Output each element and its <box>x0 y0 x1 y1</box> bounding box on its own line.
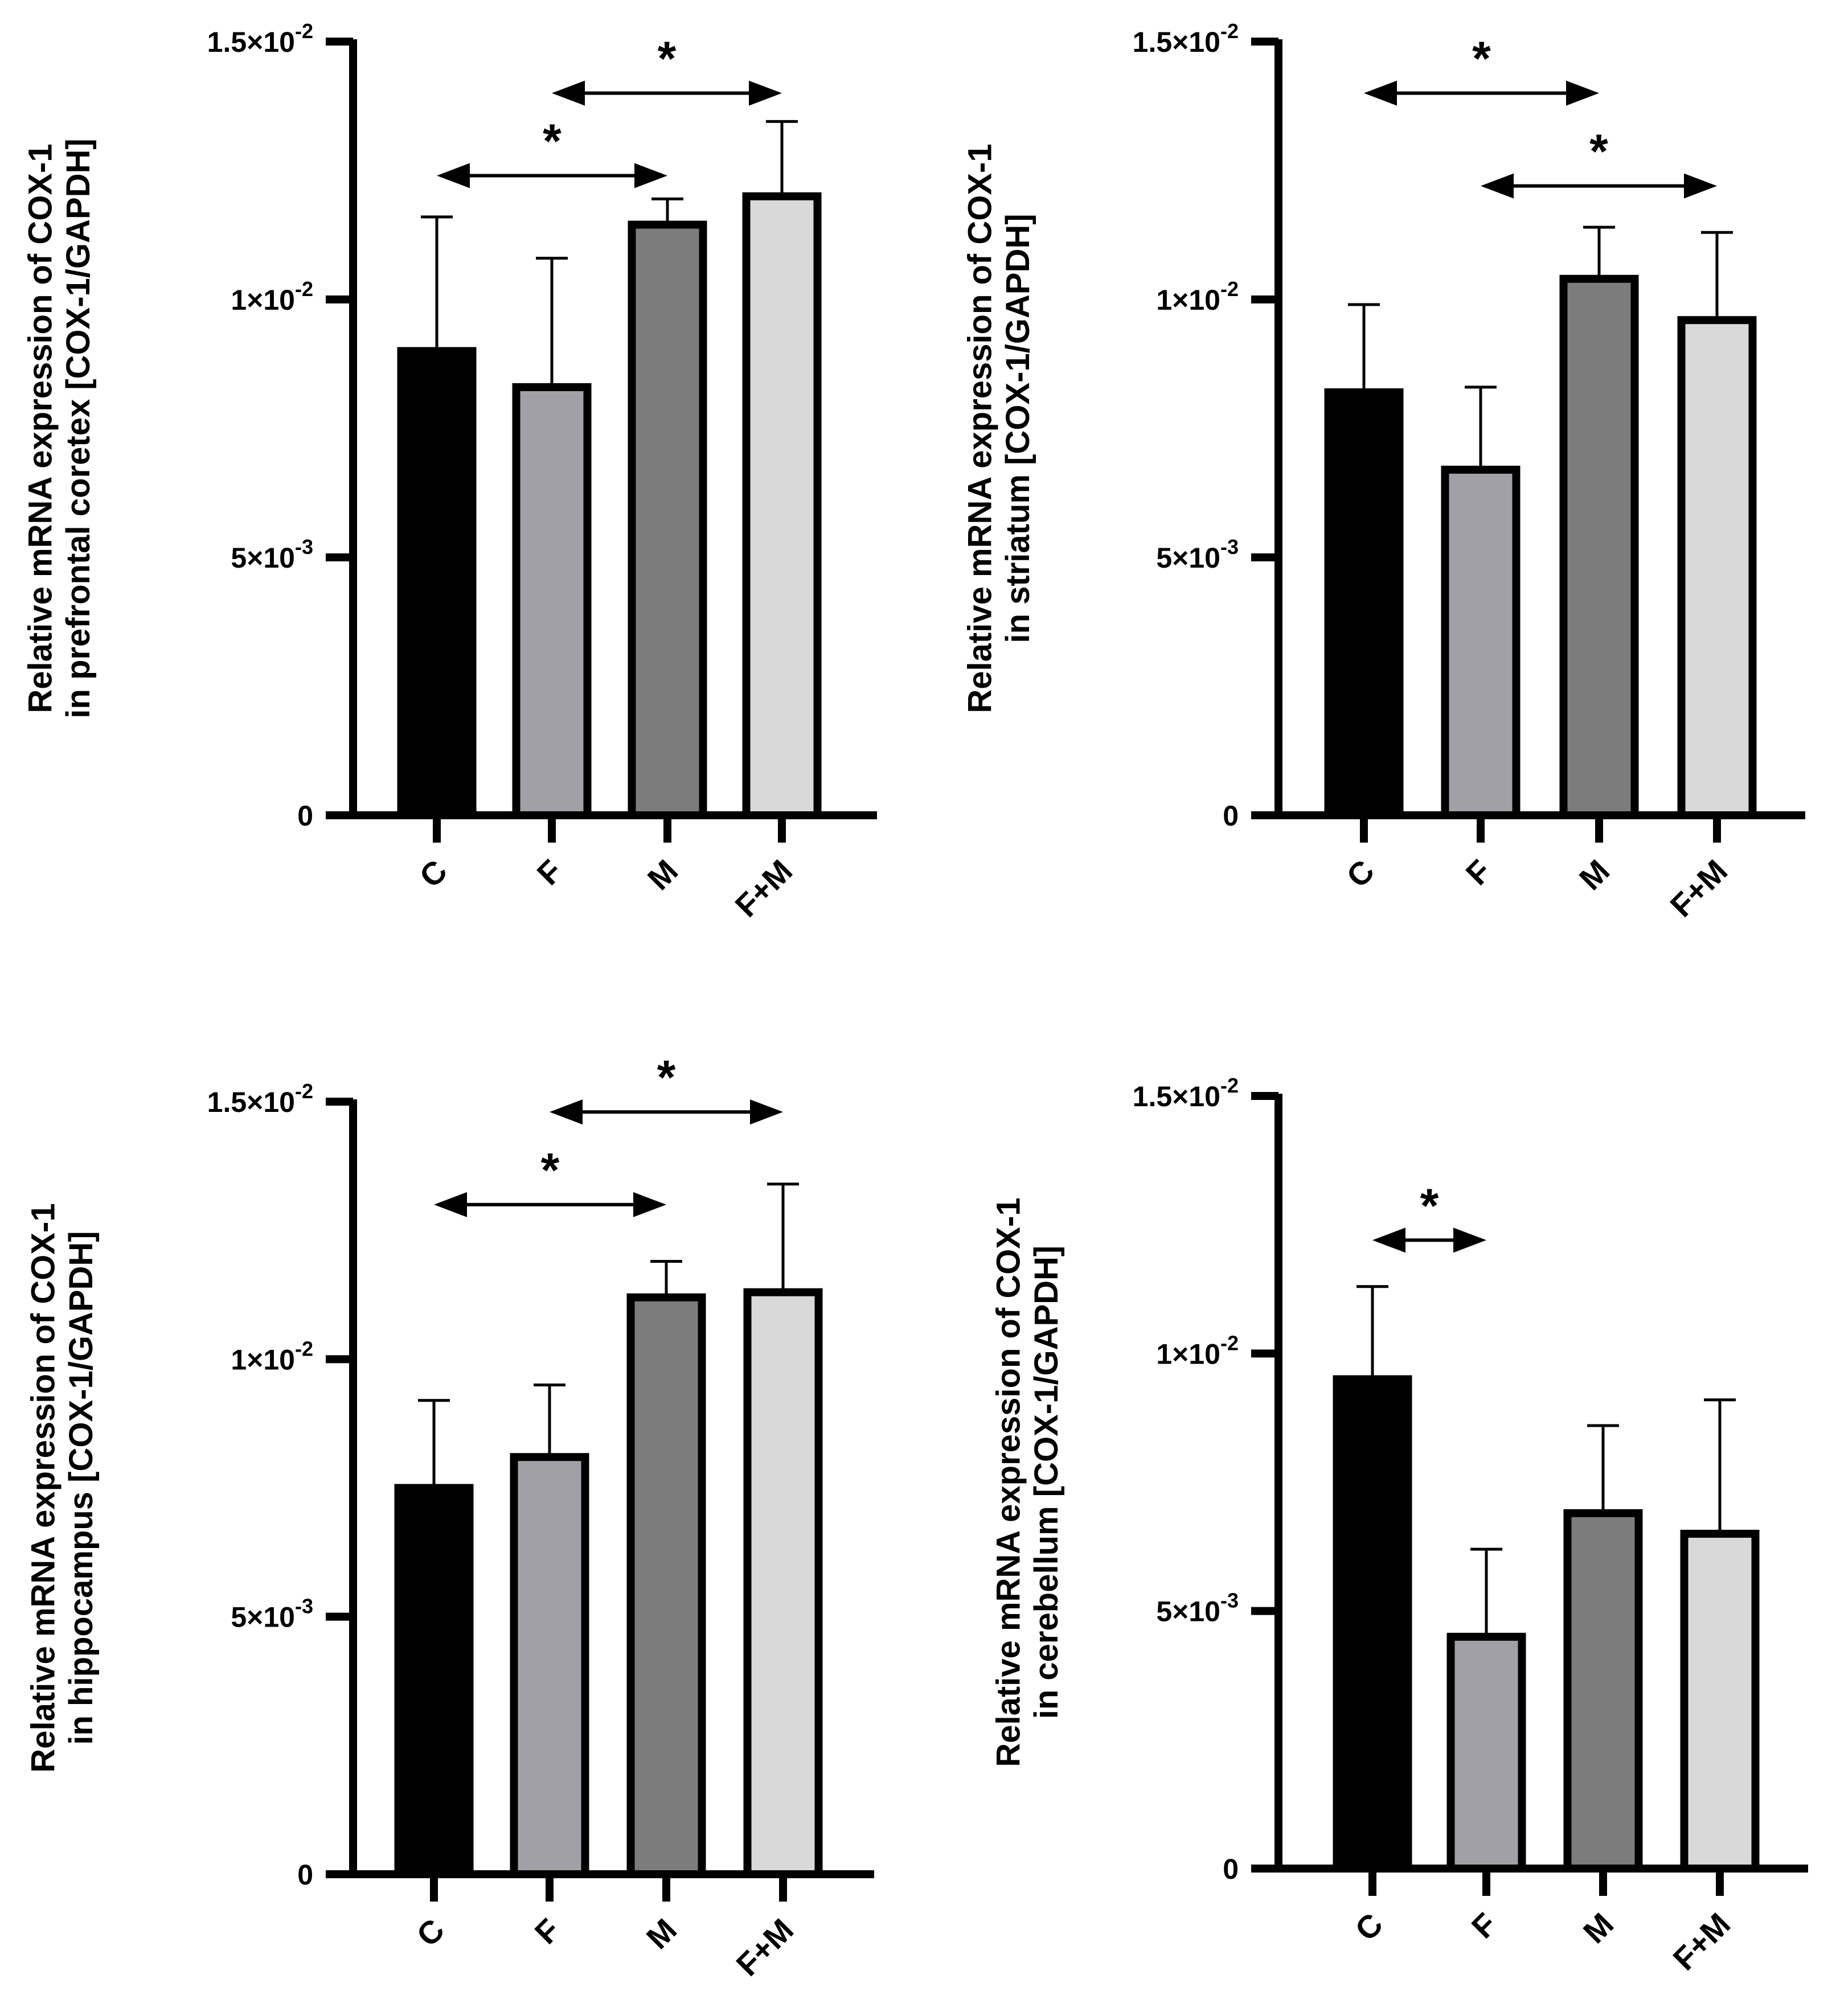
bar-f <box>512 383 592 819</box>
y-tick-label: 0 <box>1223 1853 1239 1885</box>
y-axis-label: Relative mRNA expression of COX-1in hipp… <box>24 1203 100 1772</box>
significance-bracket: * <box>1372 1179 1486 1253</box>
y-tick-label: 1.5×10-2 <box>207 19 313 58</box>
bar-f <box>1446 1632 1526 1873</box>
y-axis-label-line2: in cerebellum [COX-1/GAPDH] <box>1028 1246 1065 1719</box>
significance-star: * <box>1472 32 1491 85</box>
bar-f <box>1441 465 1521 819</box>
significance-star: * <box>658 32 677 85</box>
bar-m <box>628 220 707 819</box>
bar-c <box>1324 388 1404 819</box>
y-tick-label: 1×10-2 <box>231 1337 313 1376</box>
x-tick-label: F+M <box>1666 1906 1737 1977</box>
y-axis-label-line1: Relative mRNA expression of COX-1 <box>24 1203 62 1772</box>
x-tick-label: M <box>641 853 685 897</box>
x-tick-label: M <box>640 1912 684 1956</box>
x-tick-label: M <box>1576 1906 1621 1951</box>
bar-f-plus-m <box>1677 316 1757 819</box>
significance-bracket: * <box>1481 125 1717 199</box>
y-tick-label: 5×10-3 <box>1156 535 1239 574</box>
significance-star: * <box>657 1050 676 1104</box>
significance-bracket: * <box>1364 32 1599 106</box>
y-tick-label: 1.5×10-2 <box>1133 1074 1239 1112</box>
x-tick-label: F <box>1459 853 1498 892</box>
x-tick-label: F <box>1465 1906 1504 1945</box>
y-axis-label-line2: in prefrontal coretex [COX-1/GAPDH] <box>60 138 97 718</box>
y-tick-label: 5×10-3 <box>231 1595 313 1633</box>
y-tick-label: 1×10-2 <box>1156 1331 1239 1370</box>
significance-star: * <box>1420 1179 1439 1232</box>
y-axis-label-line1: Relative mRNA expression of COX-1 <box>990 1197 1027 1767</box>
significance-star: * <box>1589 125 1608 178</box>
arrow-head-left <box>1481 173 1514 199</box>
arrow-head-right <box>1453 1227 1486 1253</box>
significance-star: * <box>541 1143 560 1197</box>
x-tick-label: C <box>1348 1906 1390 1948</box>
y-axis-label-line1: Relative mRNA expression of COX-1 <box>961 143 998 713</box>
significance-bracket: * <box>550 1050 783 1125</box>
panel-prefrontal-cortex: Relative mRNA expression of COX-1in pref… <box>22 19 877 924</box>
bar-c <box>1333 1375 1412 1873</box>
arrow-head-left <box>552 80 585 106</box>
x-tick-label: F+M <box>728 853 799 924</box>
arrow-head-left <box>1364 80 1397 106</box>
significance-bracket: * <box>434 1143 666 1217</box>
y-tick-label: 1.5×10-2 <box>1133 19 1239 58</box>
y-tick-label: 0 <box>297 1859 313 1891</box>
arrow-head-left <box>434 1192 467 1217</box>
arrow-head-right <box>1684 173 1717 199</box>
arrow-head-left <box>550 1099 583 1125</box>
bar-c <box>394 1484 474 1878</box>
y-axis-label-line2: in hippocampus [COX-1/GAPDH] <box>63 1231 100 1744</box>
panel-hippocampus: Relative mRNA expression of COX-1in hipp… <box>24 1050 874 1983</box>
bar-m <box>1563 1509 1643 1873</box>
x-tick-label: M <box>1572 853 1617 897</box>
x-tick-label: F+M <box>729 1912 800 1983</box>
bar-f-plus-m <box>742 192 822 819</box>
y-axis-label-line1: Relative mRNA expression of COX-1 <box>22 143 59 713</box>
bar-c <box>397 347 477 819</box>
y-tick-label: 5×10-3 <box>231 535 313 574</box>
arrow-head-right <box>633 1192 666 1217</box>
x-tick-label: C <box>409 1912 451 1953</box>
arrow-head-right <box>1566 80 1599 106</box>
panel-cerebellum: Relative mRNA expression of COX-1in cere… <box>990 1074 1808 1977</box>
significance-bracket: * <box>437 114 667 188</box>
x-tick-label: C <box>1339 853 1381 894</box>
significance-star: * <box>543 114 562 168</box>
x-tick-label: C <box>412 853 454 894</box>
y-tick-label: 0 <box>1223 800 1239 832</box>
y-tick-label: 0 <box>297 800 313 832</box>
y-tick-label: 1×10-2 <box>1156 277 1239 316</box>
x-tick-label: F <box>530 853 569 892</box>
bar-m <box>1559 274 1639 819</box>
y-axis-label: Relative mRNA expression of COX-1in stri… <box>961 143 1036 713</box>
arrow-head-left <box>437 163 470 188</box>
bar-m <box>626 1293 706 1879</box>
bar-f <box>510 1453 589 1878</box>
bar-f-plus-m <box>1680 1529 1760 1873</box>
y-axis-label-line2: in striatum [COX-1/GAPDH] <box>999 213 1036 643</box>
y-tick-label: 5×10-3 <box>1156 1589 1239 1628</box>
bar-f-plus-m <box>743 1288 823 1878</box>
y-tick-label: 1×10-2 <box>231 277 313 316</box>
arrow-head-right <box>750 1099 783 1125</box>
x-tick-label: F+M <box>1663 853 1734 924</box>
arrow-head-right <box>749 80 782 106</box>
y-tick-label: 1.5×10-2 <box>207 1079 313 1118</box>
y-axis-label: Relative mRNA expression of COX-1in cere… <box>990 1197 1065 1767</box>
panel-striatum: Relative mRNA expression of COX-1in stri… <box>961 19 1805 924</box>
significance-bracket: * <box>552 32 782 106</box>
arrow-head-left <box>1372 1227 1405 1253</box>
arrow-head-right <box>634 163 667 188</box>
y-axis-label: Relative mRNA expression of COX-1in pref… <box>22 138 97 718</box>
x-tick-label: F <box>528 1912 567 1951</box>
